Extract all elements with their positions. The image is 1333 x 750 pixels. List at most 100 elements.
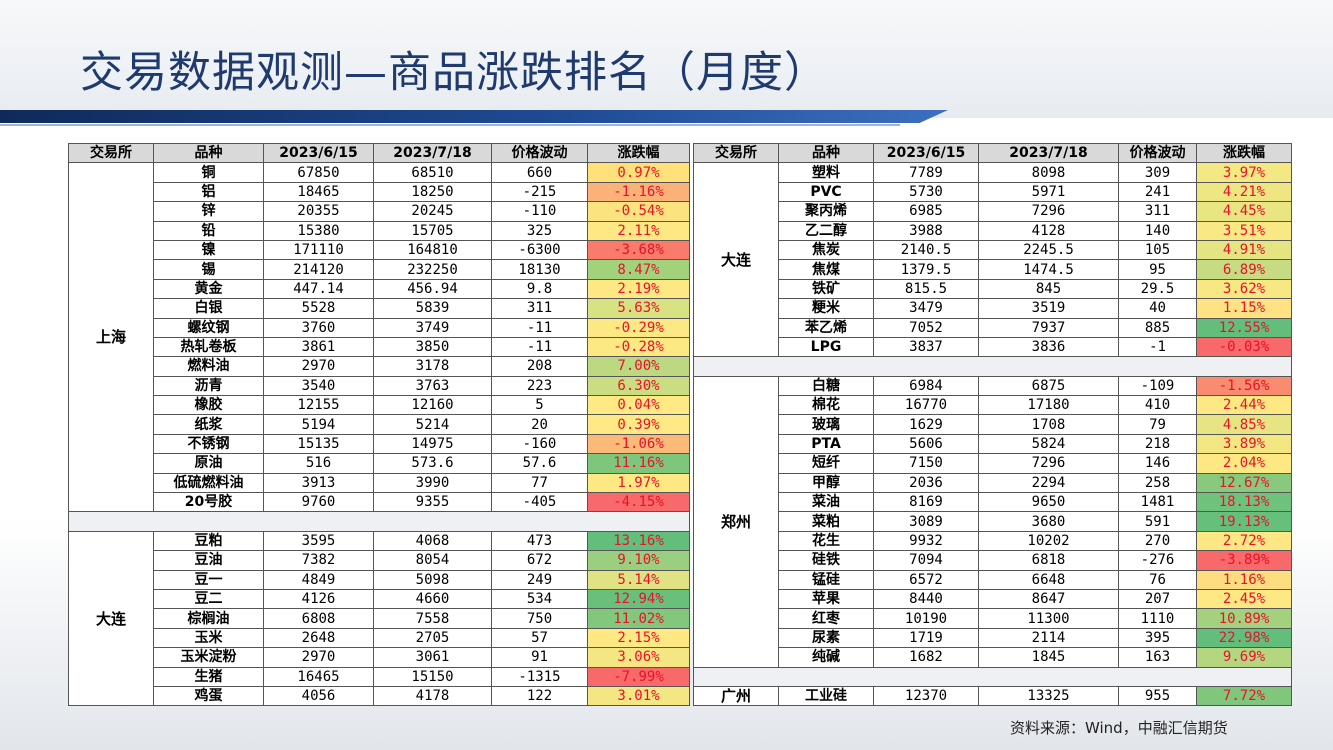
price-start-cell: 15135	[263, 433, 374, 455]
price-change-cell: 591	[1118, 511, 1197, 532]
price-change-cell: 249	[491, 569, 588, 590]
price-change-cell: 955	[1118, 685, 1197, 707]
percent-change-cell: 8.47%	[587, 259, 690, 280]
table-row: 橡胶 12155 12160 5 0.04%	[69, 395, 690, 416]
price-change-cell: 395	[1118, 627, 1197, 649]
variety-cell: 棕榈油	[153, 608, 264, 629]
percent-change-cell: 2.72%	[1196, 530, 1292, 552]
percent-change-cell: 12.55%	[1196, 317, 1292, 338]
variety-cell: 燃料油	[153, 356, 264, 377]
percent-change-cell: 11.02%	[587, 608, 690, 629]
table-row: 锰硅 6572 6648 76 1.16%	[694, 569, 1292, 590]
price-end-cell: 3990	[373, 472, 492, 494]
price-change-cell: 410	[1118, 395, 1197, 416]
price-end-cell: 12160	[373, 395, 492, 416]
table-row: 纸浆 5194 5214 20 0.39%	[69, 414, 690, 435]
table-row: 鸡蛋 4056 4178 122 3.01%	[69, 685, 690, 707]
title-underline-thin	[0, 124, 900, 126]
percent-change-cell: -0.28%	[587, 336, 690, 358]
percent-change-cell: -1.16%	[587, 181, 690, 203]
price-end-cell: 1474.5	[978, 259, 1119, 280]
percent-change-cell: 2.11%	[587, 220, 690, 241]
variety-cell: 甲醇	[778, 472, 874, 494]
price-change-cell: -109	[1118, 375, 1197, 397]
price-change-cell: -405	[491, 492, 588, 513]
price-end-cell: 1845	[978, 647, 1119, 668]
table-row: 不锈钢 15135 14975 -160 -1.06%	[69, 433, 690, 455]
price-start-cell: 6984	[873, 375, 979, 397]
price-end-cell: 456.94	[373, 278, 492, 300]
price-end-cell: 573.6	[373, 453, 492, 474]
percent-change-cell: 7.72%	[1196, 685, 1292, 707]
spacer-cell	[693, 666, 1292, 687]
percent-change-cell: -3.89%	[1196, 550, 1292, 571]
price-end-cell: 4178	[373, 685, 492, 707]
table-header-row: 交易所 品种 2023/6/15 2023/7/18 价格波动 涨跌幅	[68, 142, 690, 164]
price-end-cell: 5824	[978, 433, 1119, 455]
header-variety: 品种	[778, 142, 874, 164]
variety-cell: 不锈钢	[153, 433, 264, 455]
price-change-cell: 79	[1118, 414, 1197, 435]
price-end-cell: 164810	[373, 239, 492, 261]
table-row: 沥青 3540 3763 223 6.30%	[69, 375, 690, 397]
price-change-cell: -6300	[491, 239, 588, 261]
price-change-cell: 57	[491, 627, 588, 649]
percent-change-cell: 4.45%	[1196, 201, 1292, 222]
percent-change-cell: -0.29%	[587, 317, 690, 338]
price-start-cell: 2036	[873, 472, 979, 494]
price-end-cell: 7296	[978, 201, 1119, 222]
variety-cell: 塑料	[778, 162, 874, 183]
table-row: 尿素 1719 2114 395 22.98%	[694, 627, 1292, 649]
price-start-cell: 7150	[873, 453, 979, 474]
price-change-cell: 311	[491, 298, 588, 319]
price-end-cell: 68510	[373, 162, 492, 183]
price-change-cell: 77	[491, 472, 588, 494]
price-start-cell: 12370	[873, 685, 979, 707]
variety-cell: 粳米	[778, 298, 874, 319]
price-change-cell: 40	[1118, 298, 1197, 319]
variety-cell: 棉花	[778, 395, 874, 416]
price-change-cell: 223	[491, 375, 588, 397]
header-percent-change: 涨跌幅	[587, 142, 690, 164]
table-row: 热轧卷板 3861 3850 -11 -0.28%	[69, 336, 690, 358]
table-row: 低硫燃料油 3913 3990 77 1.97%	[69, 472, 690, 494]
percent-change-cell: 12.94%	[587, 588, 690, 610]
variety-cell: 原油	[153, 453, 264, 474]
price-start-cell: 3760	[263, 317, 374, 338]
percent-change-cell: 10.89%	[1196, 608, 1292, 629]
price-end-cell: 4660	[373, 588, 492, 610]
percent-change-cell: 19.13%	[1196, 511, 1292, 532]
table-row: 上海铜 67850 68510 660 0.97%	[68, 162, 690, 513]
header-price-change: 价格波动	[491, 142, 588, 164]
percent-change-cell: 22.98%	[1196, 627, 1292, 649]
variety-cell: PTA	[778, 433, 874, 455]
table-row: 豆二 4126 4660 534 12.94%	[69, 588, 690, 610]
price-end-cell: 3749	[373, 317, 492, 338]
variety-cell: 螺纹钢	[153, 317, 264, 338]
variety-cell: 硅铁	[778, 550, 874, 571]
price-change-cell: 885	[1118, 317, 1197, 338]
price-end-cell: 10202	[978, 530, 1119, 552]
percent-change-cell: 3.01%	[587, 685, 690, 707]
percent-change-cell: 5.14%	[587, 569, 690, 590]
price-end-cell: 6648	[978, 569, 1119, 590]
table-row: 粳米 3479 3519 40 1.15%	[694, 298, 1292, 319]
variety-cell: 铝	[153, 181, 264, 203]
price-end-cell: 845	[978, 278, 1119, 300]
header-background	[0, 0, 1333, 118]
table-row: 焦煤 1379.5 1474.5 95 6.89%	[694, 259, 1292, 280]
price-start-cell: 5606	[873, 433, 979, 455]
variety-cell: 菜粕	[778, 511, 874, 532]
table-row: PTA 5606 5824 218 3.89%	[694, 433, 1292, 455]
variety-cell: 镍	[153, 239, 264, 261]
price-start-cell: 6808	[263, 608, 374, 629]
price-start-cell: 6985	[873, 201, 979, 222]
header-date-start: 2023/6/15	[263, 142, 374, 164]
percent-change-cell: 2.44%	[1196, 395, 1292, 416]
table-row: 红枣 10190 11300 1110 10.89%	[694, 608, 1292, 629]
price-change-cell: 29.5	[1118, 278, 1197, 300]
percent-change-cell: 2.15%	[587, 627, 690, 649]
header-price-change: 价格波动	[1118, 142, 1197, 164]
table-row: 乙二醇 3988 4128 140 3.51%	[694, 220, 1292, 241]
variety-cell: 白银	[153, 298, 264, 319]
